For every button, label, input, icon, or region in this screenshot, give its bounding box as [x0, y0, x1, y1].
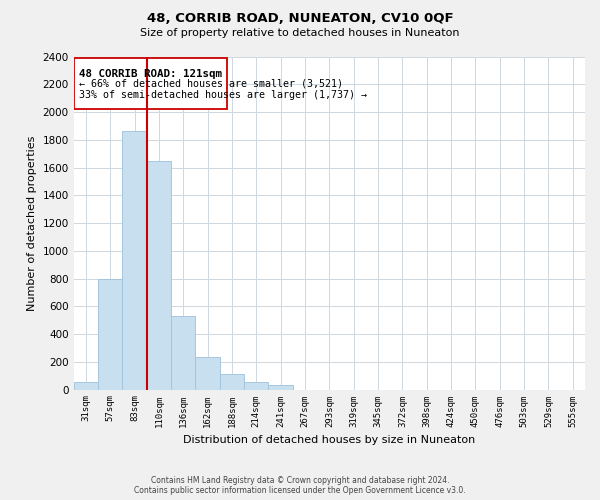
Bar	[171, 316, 196, 390]
Bar	[74, 382, 98, 390]
Bar	[196, 357, 220, 390]
Text: 48, CORRIB ROAD, NUNEATON, CV10 0QF: 48, CORRIB ROAD, NUNEATON, CV10 0QF	[146, 12, 454, 26]
Text: 48 CORRIB ROAD: 121sqm: 48 CORRIB ROAD: 121sqm	[79, 69, 222, 79]
Bar	[122, 132, 147, 390]
Bar	[244, 382, 268, 390]
Bar	[220, 374, 244, 390]
FancyBboxPatch shape	[74, 58, 227, 109]
Bar	[98, 279, 122, 390]
Text: Size of property relative to detached houses in Nuneaton: Size of property relative to detached ho…	[140, 28, 460, 38]
Y-axis label: Number of detached properties: Number of detached properties	[27, 136, 37, 310]
Bar	[268, 386, 293, 390]
Text: Contains HM Land Registry data © Crown copyright and database right 2024.
Contai: Contains HM Land Registry data © Crown c…	[134, 476, 466, 495]
X-axis label: Distribution of detached houses by size in Nuneaton: Distribution of detached houses by size …	[183, 435, 475, 445]
Bar	[147, 160, 171, 390]
Text: 33% of semi-detached houses are larger (1,737) →: 33% of semi-detached houses are larger (…	[79, 90, 367, 100]
Text: ← 66% of detached houses are smaller (3,521): ← 66% of detached houses are smaller (3,…	[79, 78, 343, 88]
